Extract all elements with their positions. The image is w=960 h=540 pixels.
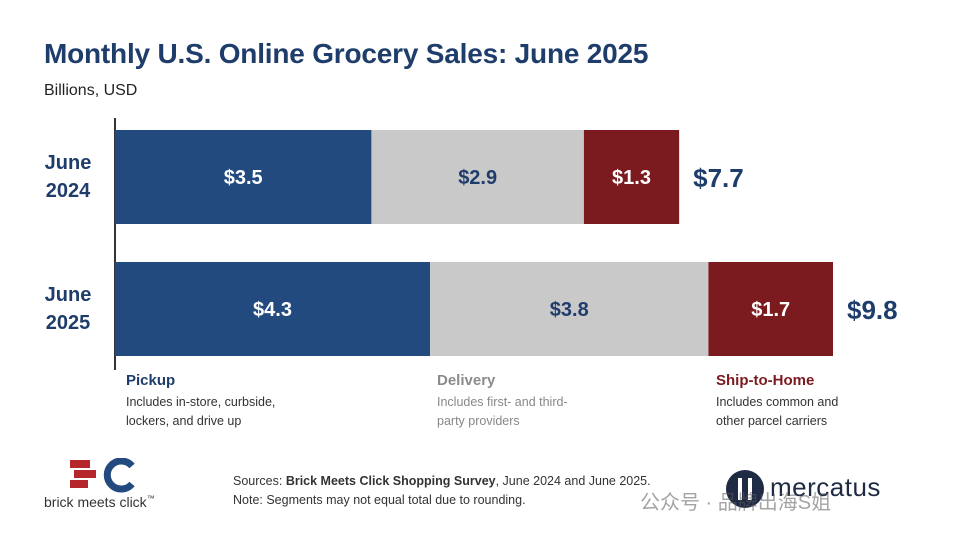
legend-delivery-title: Delivery [437,372,496,389]
rounding-note: Note: Segments may not equal total due t… [233,493,526,507]
bar-total-label: $9.8 [847,295,898,325]
category-label: June 2024 [45,152,92,202]
category-label: June 2025 [45,284,92,334]
watermark-text: 公众号 · 品牌出海S姐 [640,492,832,514]
legend-pickup-desc: Includes in-store, curbside, lockers, an… [126,395,276,428]
legend-ship-to-home: Ship-to-Home Includes common and other p… [716,372,936,431]
sources-note: Sources: Brick Meets Click Shopping Surv… [233,472,651,510]
chart-title: Monthly U.S. Online Grocery Sales: June … [44,38,649,69]
bar-value-label-delivery: $2.9 [458,167,497,189]
bar-value-label-pickup: $3.5 [224,167,263,189]
legend-delivery-desc: Includes first- and third- party provide… [437,395,568,428]
bar-value-label-delivery: $3.8 [550,299,589,321]
brick-meets-click-logo: brick meets click™ [44,456,194,516]
mercatus-mark-icon [726,470,764,508]
bar-segment-delivery [430,262,709,356]
bar-value-label-ship-to-home: $1.7 [751,299,790,321]
mercatus-logo: mercatus [724,468,924,518]
legend-ship-to-home-desc: Includes common and other parcel carrier… [716,395,839,428]
bar-segment-pickup [115,130,372,224]
mercatus-wordmark: mercatus [770,472,881,502]
bar-segment-ship-to-home [708,262,833,356]
bar-value-label-pickup: $4.3 [253,299,292,321]
legend-pickup: Pickup Includes in-store, curbside, lock… [126,372,346,431]
bar-value-label-ship-to-home: $1.3 [612,167,651,189]
brick-meets-click-wordmark: brick meets click™ [44,494,155,510]
bar-segment-delivery [371,130,584,224]
bar-segment-pickup [115,262,431,356]
legend-delivery: Delivery Includes first- and third- part… [437,372,657,431]
bar-segment-ship-to-home [583,130,680,224]
chart-subtitle: Billions, USD [44,82,138,99]
brick-meets-click-mark-icon [70,458,135,493]
legend-pickup-title: Pickup [126,372,176,389]
legend-ship-to-home-title: Ship-to-Home [716,372,815,389]
sources-line: Sources: Brick Meets Click Shopping Surv… [233,474,651,488]
bar-total-label: $7.7 [693,163,744,193]
